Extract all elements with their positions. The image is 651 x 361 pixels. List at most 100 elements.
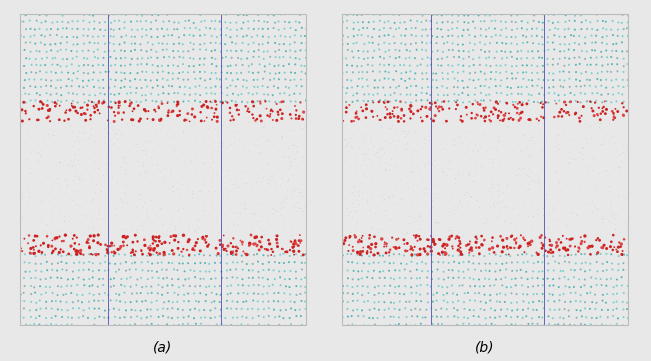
Point [288,216,298,221]
Point [226,205,236,211]
Point [85,233,96,239]
Point [286,116,297,121]
Point [206,105,217,111]
Point [406,32,417,38]
Point [357,84,368,90]
Point [243,252,254,257]
Point [348,184,359,190]
Point [620,196,631,201]
Point [201,98,212,104]
Point [492,63,502,69]
Point [501,69,512,75]
Point [137,69,148,75]
Point [355,249,366,255]
Point [247,315,258,321]
Point [512,56,522,62]
Point [19,298,29,304]
Point [240,206,250,212]
Point [185,25,195,31]
Point [523,306,533,312]
Point [236,91,247,97]
Point [57,307,67,313]
Point [94,110,105,116]
Point [253,77,263,83]
Point [294,122,305,127]
Point [363,244,374,250]
Point [367,195,378,201]
Point [351,227,361,233]
Point [601,251,611,257]
Point [163,290,173,296]
Point [240,251,250,256]
Point [104,267,114,273]
Point [417,13,428,18]
Point [401,322,411,327]
Point [561,12,571,18]
Point [204,283,214,289]
Point [436,104,447,110]
Point [441,306,452,312]
Point [598,12,608,17]
Point [275,274,285,280]
Point [415,114,426,120]
Point [464,170,474,176]
Point [126,117,137,123]
Point [526,203,536,209]
Point [462,129,473,134]
Point [198,234,208,240]
Point [232,260,243,265]
Point [76,248,86,253]
Point [404,227,414,233]
Point [413,197,424,203]
Point [173,113,183,118]
Point [221,323,231,329]
Point [237,99,247,105]
Point [198,160,208,166]
Point [36,32,47,38]
Point [180,18,191,24]
Point [42,221,53,227]
Point [273,290,284,296]
Point [533,178,544,183]
Point [379,62,389,68]
Point [422,244,433,249]
Point [205,26,215,31]
Point [141,148,152,154]
Point [187,210,197,216]
Point [158,313,169,319]
Point [353,290,363,296]
Point [516,275,527,281]
Point [468,193,478,199]
Point [153,322,163,328]
Point [270,20,280,26]
Point [146,284,156,290]
Point [523,321,534,327]
Point [502,235,512,241]
Point [352,114,362,120]
Point [100,41,110,47]
Point [117,34,127,40]
Point [597,40,607,45]
Point [551,136,561,142]
Point [426,174,436,180]
Point [383,32,394,38]
Point [453,34,464,39]
Point [263,26,273,32]
Point [35,198,45,204]
Point [518,70,529,75]
Point [116,164,126,170]
Point [496,307,506,313]
Point [351,207,361,213]
Point [40,276,51,282]
Point [523,300,534,306]
Point [475,322,485,327]
Point [463,267,473,273]
Point [210,305,221,311]
Point [232,33,242,39]
Point [412,261,422,266]
Point [447,283,457,288]
Point [31,300,42,306]
Point [259,91,270,97]
Point [570,290,581,296]
Point [404,213,415,219]
